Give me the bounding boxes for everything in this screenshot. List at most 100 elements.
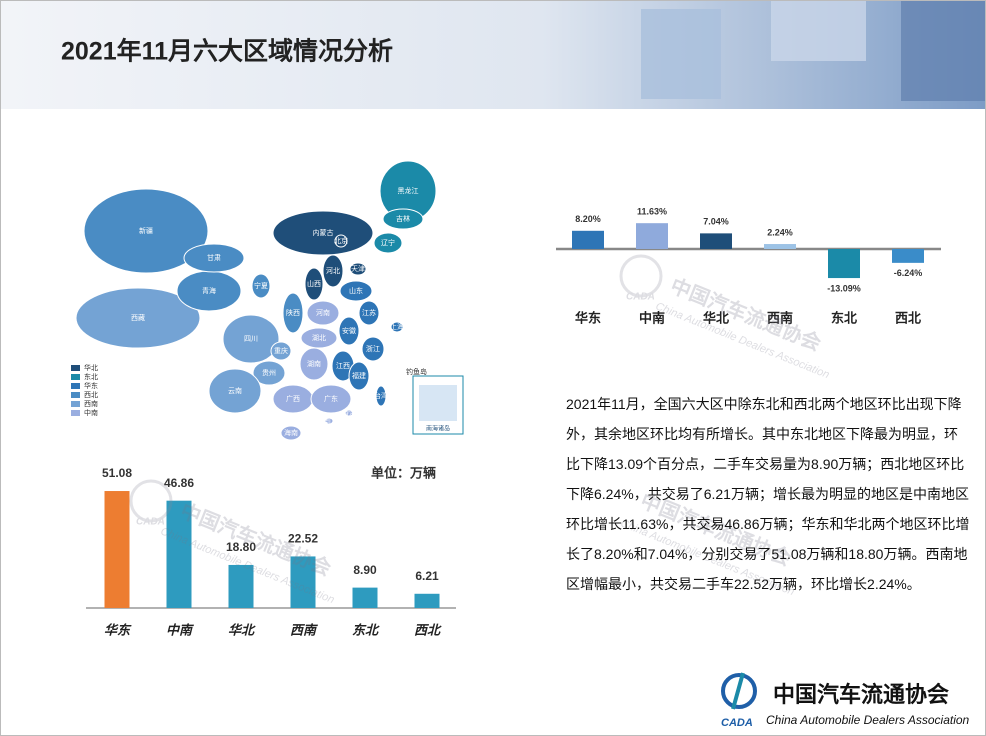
legend-label: 华东 (84, 381, 98, 390)
x-tick-label: 中南 (639, 310, 665, 325)
value-label: 7.04% (703, 217, 729, 227)
legend-swatch (71, 410, 80, 416)
province-shape (306, 300, 340, 326)
province-label: 湖南 (307, 359, 321, 368)
watermark-abbr: CADA (626, 292, 655, 303)
province-shape (324, 417, 334, 425)
province-shape (344, 409, 354, 417)
province-shape (390, 321, 404, 333)
province-shape (338, 316, 360, 346)
cube (901, 1, 985, 101)
logo-cn: 中国汽车流通协会 (773, 682, 949, 707)
province-label: 河北 (326, 267, 340, 275)
province-label: 台湾 (374, 391, 388, 400)
province-shape (310, 384, 352, 414)
province-label: 广西 (286, 394, 300, 403)
value-label: 6.21 (415, 569, 439, 583)
province-label: 广东 (324, 394, 338, 403)
logo-mark (721, 673, 757, 709)
value-label: 46.86 (164, 476, 194, 490)
province-label: 宁夏 (254, 281, 268, 290)
legend-swatch (71, 383, 80, 389)
province-label: 内蒙古 (313, 228, 334, 237)
x-tick-label: 华东 (575, 310, 601, 325)
x-tick-label: 东北 (831, 310, 857, 325)
province-shape (322, 254, 344, 288)
legend-label: 西南 (84, 399, 98, 408)
bar (764, 244, 796, 249)
cube (641, 9, 721, 99)
bar (228, 564, 254, 608)
legend-swatch (71, 365, 80, 371)
province-shape (208, 368, 262, 414)
province-shape (280, 425, 302, 441)
province-label: 湖北 (312, 333, 326, 342)
value-label: 8.20% (575, 214, 601, 224)
province-label: 安徽 (342, 326, 356, 335)
province-label: 四川 (244, 335, 258, 343)
province-label: 江西 (336, 362, 350, 370)
x-tick-label: 西北 (895, 310, 921, 325)
province-shape (358, 300, 380, 326)
province-label: 辽宁 (381, 238, 395, 247)
province-shape (222, 314, 280, 364)
bar (352, 587, 378, 608)
province-label: 北京 (334, 236, 348, 245)
island-label: 钓鱼岛 (406, 367, 427, 376)
province-label: 云南 (228, 386, 242, 395)
x-tick-label: 华东 (104, 622, 132, 637)
bar (892, 249, 924, 263)
bar (290, 556, 316, 608)
legend-label: 中南 (84, 408, 98, 417)
legend-swatch (71, 401, 80, 407)
logo-mark (731, 672, 745, 710)
x-tick-label: 东北 (352, 622, 380, 637)
summary-text: 2021年11月，全国六大区中除东北和西北两个地区环比出现下降外，其余地区环比均… (566, 396, 970, 592)
value-label: 2.24% (767, 227, 793, 237)
x-tick-label: 中南 (166, 622, 194, 637)
legend-swatch (71, 392, 80, 398)
province-shape (299, 347, 329, 381)
legend-label: 东北 (84, 372, 98, 381)
legend-label: 西北 (84, 391, 98, 399)
province-label: 黑龙江 (398, 186, 419, 195)
province-shape (300, 327, 338, 349)
value-label: -6.24% (894, 268, 923, 278)
value-label: -13.09% (827, 283, 861, 293)
logo-abbr: CADA (721, 717, 753, 729)
province-label: 河南 (316, 308, 330, 317)
logo-en: China Automobile Dealers Association (766, 713, 970, 727)
bar (104, 491, 130, 608)
province-label: 澳门 (322, 416, 336, 425)
province-shape (282, 292, 304, 334)
province-label: 上海 (390, 322, 404, 331)
inset-label: 南海诸岛 (426, 425, 450, 433)
province-label: 甘肃 (207, 253, 221, 262)
watermark-logo (129, 479, 173, 523)
x-tick-label: 华北 (228, 622, 256, 637)
province-label: 山东 (349, 286, 363, 295)
province-label: 山西 (307, 279, 321, 288)
bar (636, 223, 668, 249)
province-label: 浙江 (366, 344, 380, 353)
province-label: 天津 (351, 265, 365, 273)
province-label: 江苏 (362, 308, 376, 317)
province-shape (339, 280, 373, 302)
x-tick-label: 华北 (703, 310, 729, 325)
bar (414, 593, 440, 608)
province-label: 福建 (352, 371, 366, 380)
bar (572, 230, 604, 249)
province-label: 贵州 (262, 368, 276, 377)
legend-label: 华北 (84, 363, 98, 372)
legend-swatch (71, 374, 80, 380)
province-shape (375, 385, 387, 407)
page-title: 2021年11月六大区域情况分析 (61, 37, 393, 66)
province-shape (83, 188, 209, 274)
value-label: 8.90 (353, 563, 377, 577)
province-shape (270, 341, 292, 361)
province-label: 海南 (284, 428, 298, 437)
value-label: 11.63% (637, 207, 667, 217)
